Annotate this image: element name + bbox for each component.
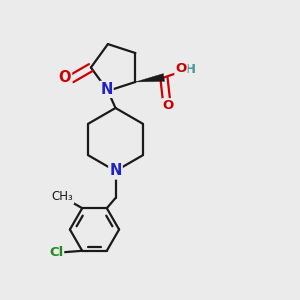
Text: N: N [109,164,122,178]
Text: CH₃: CH₃ [51,190,73,203]
Text: O: O [58,70,71,85]
Text: Cl: Cl [49,246,63,259]
Text: O: O [176,62,187,75]
Polygon shape [135,74,164,82]
Text: N: N [100,82,112,97]
Text: H: H [184,63,196,76]
Text: O: O [162,99,173,112]
